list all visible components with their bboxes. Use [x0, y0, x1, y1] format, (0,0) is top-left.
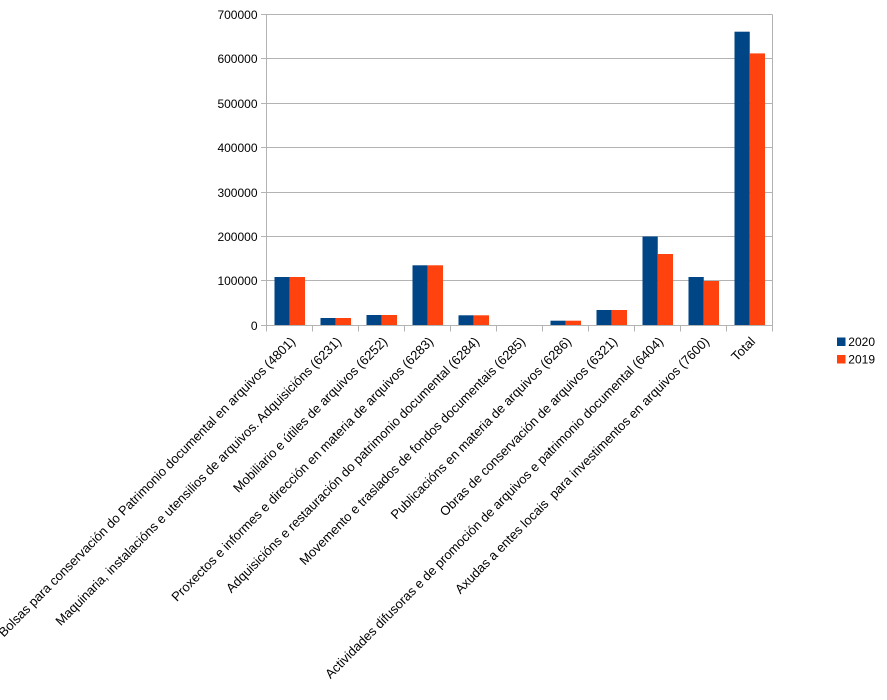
svg-text:2019: 2019	[848, 353, 875, 367]
svg-text:700000: 700000	[217, 8, 257, 22]
svg-text:400000: 400000	[217, 141, 257, 155]
svg-text:300000: 300000	[217, 186, 257, 200]
svg-text:200000: 200000	[217, 230, 257, 244]
svg-text:2020: 2020	[848, 335, 875, 349]
svg-text:0: 0	[251, 319, 258, 333]
svg-text:100000: 100000	[217, 274, 257, 288]
svg-text:500000: 500000	[217, 97, 257, 111]
svg-text:600000: 600000	[217, 52, 257, 66]
